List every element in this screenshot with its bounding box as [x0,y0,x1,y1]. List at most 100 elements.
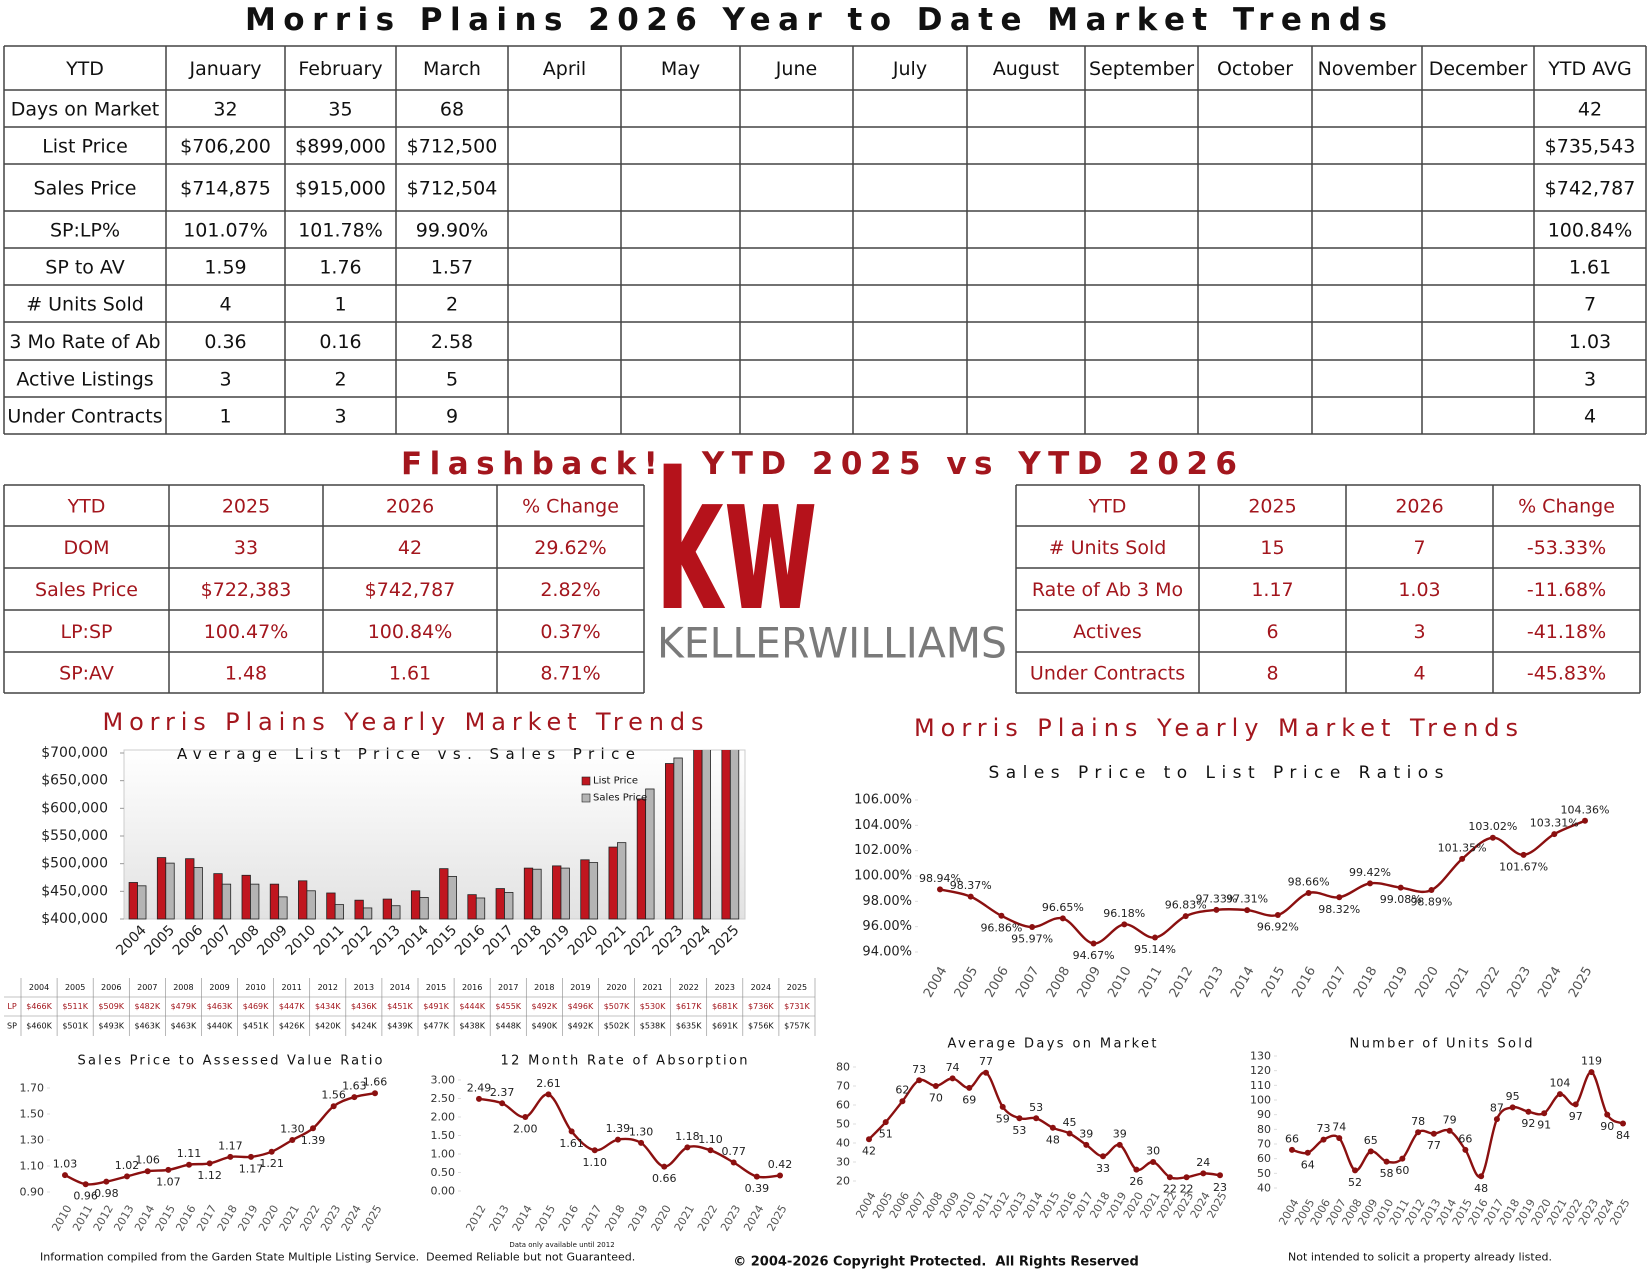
footer-source: Information compiled from the Garden Sta… [40,1251,635,1264]
bar [588,862,599,920]
point [372,1090,378,1097]
x-tick-label: 2012 [339,922,376,959]
x-tick-label: 2023 [318,1203,343,1234]
bar [729,750,740,920]
y-tick-label: 110 [1250,1079,1271,1092]
data-label: 1.39 [606,1122,631,1135]
data-label: 48 [1046,1133,1060,1146]
point [62,1172,68,1179]
table-cell: 1.76 [319,257,361,279]
x-tick-label: 2010 [283,922,320,959]
chart-title: Average Days on Market [948,1037,1157,1052]
point [1551,831,1558,838]
point [1289,1146,1295,1153]
data-label: $490K [532,1022,558,1031]
data-label: 53 [1012,1124,1026,1137]
data-label: 53 [1029,1101,1043,1114]
point [248,1153,254,1160]
table-cell: 4 [1584,406,1596,428]
bar [213,873,223,920]
x-tick-label: 2019 [235,1203,260,1234]
bar [410,890,421,920]
y-tick-label: 50 [1257,1167,1271,1180]
data-label: 95.14% [1134,943,1176,956]
x-tick-label: 2013 [111,1203,136,1234]
data-label: 1.66 [363,1076,388,1089]
data-label: 101.67% [1499,860,1548,873]
data-label: 99.08% [1380,893,1422,906]
x-tick-label: 2007 [198,922,235,959]
table-header: % Change [1518,496,1615,518]
row-label: Sales Price [34,178,137,200]
data-label: 73 [1317,1122,1331,1135]
point [1604,1111,1611,1118]
point [1090,940,1097,947]
point [1066,1130,1073,1137]
bar [137,885,147,920]
data-label: 74 [946,1061,960,1074]
data-label: 22 [1180,1183,1194,1196]
data-label: 104.36% [1561,803,1610,816]
row-label: Active Listings [16,369,153,391]
bar [326,892,336,920]
point [882,1119,889,1126]
data-label: $757K [784,1022,810,1031]
table-cell: -11.68% [1527,579,1606,601]
x-tick-label: 2006 [170,922,207,959]
data-label: 1.30 [280,1123,305,1136]
data-label: $439K [387,1022,413,1031]
point [1383,1158,1390,1165]
table-header: 2024 [751,983,771,992]
table-header: June [775,58,817,80]
point [777,1172,783,1179]
data-label: 64 [1301,1158,1315,1171]
table-cell: 7 [1584,294,1596,316]
data-label: 1.12 [197,1169,222,1182]
table-cell: 0.16 [319,331,361,353]
y-tick-label: 3.00 [431,1074,456,1087]
point [1183,1174,1190,1181]
x-tick-label: 2012 [91,1203,116,1234]
data-label: 98.94% [919,872,961,885]
data-label: $756K [748,1022,774,1031]
point [1509,1104,1516,1111]
x-tick-label: 2021 [593,922,630,959]
legend-label: List Price [593,776,638,787]
data-label: 2.49 [467,1081,492,1094]
bars [128,750,740,920]
x-tick-label: 2025 [706,922,743,959]
x-tick-label: 2004 [921,964,951,1000]
data-label: 90 [1600,1120,1614,1133]
point [1336,1135,1343,1142]
table-header: 2021 [642,983,662,992]
point [1336,894,1343,901]
point [983,1069,989,1076]
table-header: October [1217,58,1293,80]
data-label: $617K [676,1002,702,1011]
data-label: 1.30 [629,1125,654,1138]
data-label: 2.37 [490,1086,515,1099]
x-tick-label: 2023 [1505,964,1535,1000]
table-cell: $706,200 [180,136,271,158]
x-tick-label: 2014 [396,922,433,959]
chart-title: Sales Price to Assessed Value Ratio [78,1054,383,1069]
y-tick-label: 80 [836,1061,850,1074]
point [1462,1146,1469,1153]
y-tick-label: $400,000 [41,911,108,927]
bar [156,857,167,920]
point [1213,906,1220,913]
row-label: Actives [1073,621,1142,643]
row-label: SP:AV [59,663,114,685]
y-tick-label: 1.30 [20,1134,45,1147]
table-cell: -53.33% [1527,537,1606,559]
point [1430,1130,1437,1137]
point [545,1091,552,1098]
table-header: 2007 [137,983,157,992]
y-tick-label: 2.00 [431,1111,456,1124]
bar [701,750,711,920]
data-label: $479K [171,1002,197,1011]
data-label: $496K [568,1002,594,1011]
x-tick-label: 2014 [510,1203,535,1234]
data-label: 70 [929,1092,943,1105]
chart-title: Sales Price to List Price Ratios [989,763,1444,783]
